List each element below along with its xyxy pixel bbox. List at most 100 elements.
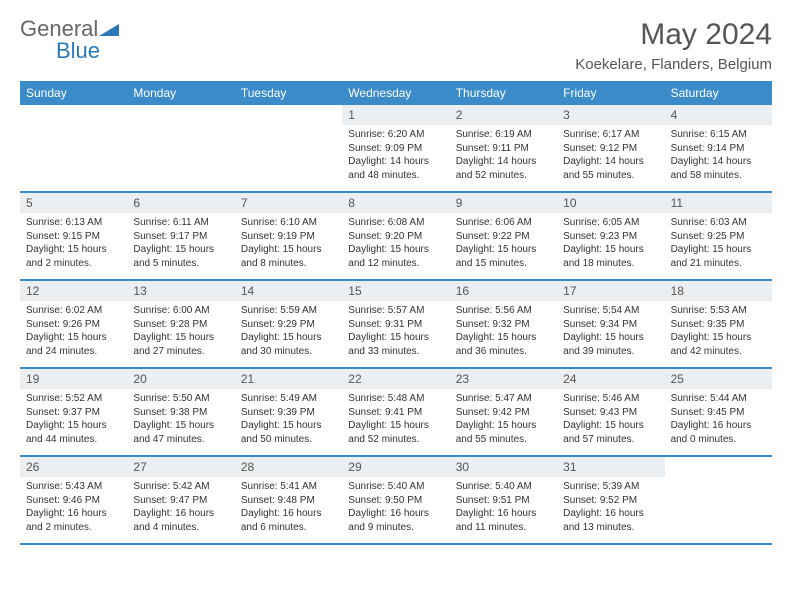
- sunrise-text: Sunrise: 6:05 AM: [563, 216, 658, 230]
- day-details: Sunrise: 6:19 AMSunset: 9:11 PMDaylight:…: [450, 125, 557, 188]
- day-number: 15: [342, 281, 449, 301]
- day-number: 8: [342, 193, 449, 213]
- day-details: Sunrise: 5:56 AMSunset: 9:32 PMDaylight:…: [450, 301, 557, 364]
- day-cell: [235, 105, 342, 191]
- sunset-text: Sunset: 9:46 PM: [26, 494, 121, 508]
- sunrise-text: Sunrise: 5:46 AM: [563, 392, 658, 406]
- sunset-text: Sunset: 9:20 PM: [348, 230, 443, 244]
- day-details: Sunrise: 6:10 AMSunset: 9:19 PMDaylight:…: [235, 213, 342, 276]
- month-title: May 2024: [575, 18, 772, 52]
- daylight-text: Daylight: 16 hours and 6 minutes.: [241, 507, 336, 534]
- sunrise-text: Sunrise: 5:59 AM: [241, 304, 336, 318]
- sunset-text: Sunset: 9:31 PM: [348, 318, 443, 332]
- day-details: Sunrise: 6:11 AMSunset: 9:17 PMDaylight:…: [127, 213, 234, 276]
- day-number: [127, 105, 234, 111]
- day-cell: 24Sunrise: 5:46 AMSunset: 9:43 PMDayligh…: [557, 369, 664, 455]
- sunrise-text: Sunrise: 5:43 AM: [26, 480, 121, 494]
- day-number: 22: [342, 369, 449, 389]
- sunrise-text: Sunrise: 5:41 AM: [241, 480, 336, 494]
- title-block: May 2024 Koekelare, Flanders, Belgium: [575, 18, 772, 73]
- sunset-text: Sunset: 9:12 PM: [563, 142, 658, 156]
- day-number: [20, 105, 127, 111]
- day-number: 10: [557, 193, 664, 213]
- day-number: 29: [342, 457, 449, 477]
- daylight-text: Daylight: 15 hours and 36 minutes.: [456, 331, 551, 358]
- day-cell: 30Sunrise: 5:40 AMSunset: 9:51 PMDayligh…: [450, 457, 557, 543]
- daylight-text: Daylight: 15 hours and 27 minutes.: [133, 331, 228, 358]
- daylight-text: Daylight: 15 hours and 12 minutes.: [348, 243, 443, 270]
- day-details: Sunrise: 5:47 AMSunset: 9:42 PMDaylight:…: [450, 389, 557, 452]
- daylight-text: Daylight: 15 hours and 39 minutes.: [563, 331, 658, 358]
- day-cell: 31Sunrise: 5:39 AMSunset: 9:52 PMDayligh…: [557, 457, 664, 543]
- sunrise-text: Sunrise: 5:53 AM: [671, 304, 766, 318]
- day-details: Sunrise: 6:15 AMSunset: 9:14 PMDaylight:…: [665, 125, 772, 188]
- day-details: Sunrise: 6:00 AMSunset: 9:28 PMDaylight:…: [127, 301, 234, 364]
- day-number: 28: [235, 457, 342, 477]
- day-cell: 14Sunrise: 5:59 AMSunset: 9:29 PMDayligh…: [235, 281, 342, 367]
- sunset-text: Sunset: 9:45 PM: [671, 406, 766, 420]
- sunrise-text: Sunrise: 5:57 AM: [348, 304, 443, 318]
- day-details: Sunrise: 5:50 AMSunset: 9:38 PMDaylight:…: [127, 389, 234, 452]
- day-cell: 6Sunrise: 6:11 AMSunset: 9:17 PMDaylight…: [127, 193, 234, 279]
- day-cell: 3Sunrise: 6:17 AMSunset: 9:12 PMDaylight…: [557, 105, 664, 191]
- sunrise-text: Sunrise: 6:00 AM: [133, 304, 228, 318]
- day-details: Sunrise: 6:17 AMSunset: 9:12 PMDaylight:…: [557, 125, 664, 188]
- sunset-text: Sunset: 9:39 PM: [241, 406, 336, 420]
- sunrise-text: Sunrise: 5:49 AM: [241, 392, 336, 406]
- sunset-text: Sunset: 9:47 PM: [133, 494, 228, 508]
- sunrise-text: Sunrise: 5:40 AM: [348, 480, 443, 494]
- header: GeneralBlue May 2024 Koekelare, Flanders…: [20, 18, 772, 73]
- sunset-text: Sunset: 9:09 PM: [348, 142, 443, 156]
- day-number: 12: [20, 281, 127, 301]
- sunset-text: Sunset: 9:14 PM: [671, 142, 766, 156]
- day-cell: 20Sunrise: 5:50 AMSunset: 9:38 PMDayligh…: [127, 369, 234, 455]
- daylight-text: Daylight: 16 hours and 2 minutes.: [26, 507, 121, 534]
- day-cell: 29Sunrise: 5:40 AMSunset: 9:50 PMDayligh…: [342, 457, 449, 543]
- day-number: 23: [450, 369, 557, 389]
- day-number: 21: [235, 369, 342, 389]
- sunset-text: Sunset: 9:43 PM: [563, 406, 658, 420]
- day-number: 13: [127, 281, 234, 301]
- sunrise-text: Sunrise: 5:39 AM: [563, 480, 658, 494]
- day-cell: [127, 105, 234, 191]
- day-number: 7: [235, 193, 342, 213]
- daylight-text: Daylight: 14 hours and 55 minutes.: [563, 155, 658, 182]
- day-details: Sunrise: 5:39 AMSunset: 9:52 PMDaylight:…: [557, 477, 664, 540]
- daylight-text: Daylight: 15 hours and 50 minutes.: [241, 419, 336, 446]
- day-cell: 11Sunrise: 6:03 AMSunset: 9:25 PMDayligh…: [665, 193, 772, 279]
- day-details: Sunrise: 5:59 AMSunset: 9:29 PMDaylight:…: [235, 301, 342, 364]
- day-cell: 27Sunrise: 5:42 AMSunset: 9:47 PMDayligh…: [127, 457, 234, 543]
- sunset-text: Sunset: 9:29 PM: [241, 318, 336, 332]
- day-cell: 2Sunrise: 6:19 AMSunset: 9:11 PMDaylight…: [450, 105, 557, 191]
- daylight-text: Daylight: 15 hours and 33 minutes.: [348, 331, 443, 358]
- day-details: Sunrise: 5:53 AMSunset: 9:35 PMDaylight:…: [665, 301, 772, 364]
- daylight-text: Daylight: 16 hours and 13 minutes.: [563, 507, 658, 534]
- day-number: 3: [557, 105, 664, 125]
- daylight-text: Daylight: 16 hours and 0 minutes.: [671, 419, 766, 446]
- sunrise-text: Sunrise: 6:06 AM: [456, 216, 551, 230]
- sunset-text: Sunset: 9:42 PM: [456, 406, 551, 420]
- sunrise-text: Sunrise: 5:52 AM: [26, 392, 121, 406]
- day-cell: 13Sunrise: 6:00 AMSunset: 9:28 PMDayligh…: [127, 281, 234, 367]
- sunset-text: Sunset: 9:41 PM: [348, 406, 443, 420]
- day-details: Sunrise: 6:20 AMSunset: 9:09 PMDaylight:…: [342, 125, 449, 188]
- sunrise-text: Sunrise: 6:02 AM: [26, 304, 121, 318]
- sunset-text: Sunset: 9:50 PM: [348, 494, 443, 508]
- sunrise-text: Sunrise: 6:20 AM: [348, 128, 443, 142]
- day-details: Sunrise: 6:02 AMSunset: 9:26 PMDaylight:…: [20, 301, 127, 364]
- weekday-header: Thursday: [450, 81, 557, 105]
- sunrise-text: Sunrise: 6:15 AM: [671, 128, 766, 142]
- sunset-text: Sunset: 9:17 PM: [133, 230, 228, 244]
- day-number: 20: [127, 369, 234, 389]
- day-details: Sunrise: 5:49 AMSunset: 9:39 PMDaylight:…: [235, 389, 342, 452]
- day-number: 6: [127, 193, 234, 213]
- sunrise-text: Sunrise: 6:10 AM: [241, 216, 336, 230]
- location: Koekelare, Flanders, Belgium: [575, 56, 772, 73]
- day-number: 25: [665, 369, 772, 389]
- day-cell: 7Sunrise: 6:10 AMSunset: 9:19 PMDaylight…: [235, 193, 342, 279]
- day-cell: 16Sunrise: 5:56 AMSunset: 9:32 PMDayligh…: [450, 281, 557, 367]
- sunrise-text: Sunrise: 6:17 AM: [563, 128, 658, 142]
- sunrise-text: Sunrise: 5:48 AM: [348, 392, 443, 406]
- day-number: 1: [342, 105, 449, 125]
- daylight-text: Daylight: 16 hours and 4 minutes.: [133, 507, 228, 534]
